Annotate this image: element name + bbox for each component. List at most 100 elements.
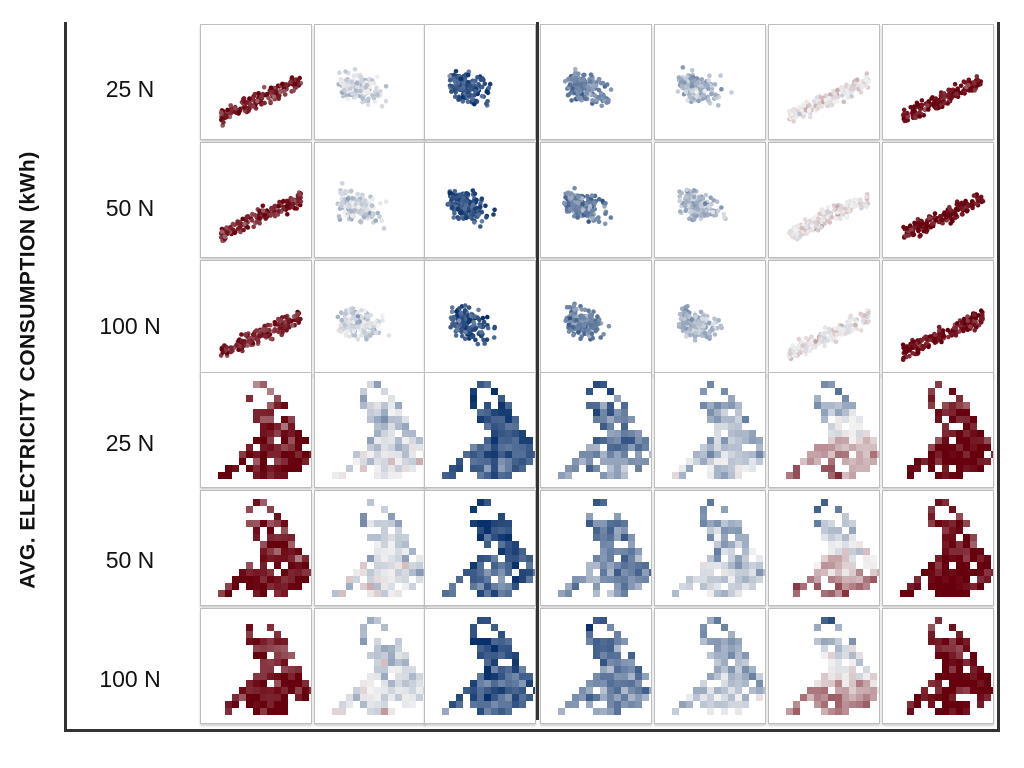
- scatter-point: [454, 309, 459, 314]
- map-cell: [491, 701, 498, 708]
- map-cell: [449, 701, 456, 708]
- scatter-point: [687, 94, 693, 99]
- map-cell: [477, 638, 484, 645]
- map-cell: [309, 569, 311, 576]
- map-cell: [267, 583, 274, 590]
- map-cell: [295, 694, 302, 701]
- map-cell: [849, 527, 856, 534]
- scatter-point: [603, 211, 608, 216]
- map-cell: [949, 520, 956, 527]
- map-cell: [477, 527, 484, 534]
- map-cell: [984, 555, 991, 562]
- map-cell: [728, 569, 735, 576]
- map-cell: [442, 590, 449, 597]
- map-cell: [977, 451, 984, 458]
- map-cell: [714, 562, 721, 569]
- map-cell: [828, 472, 835, 479]
- scatter-point: [945, 93, 951, 98]
- map-cell: [942, 562, 949, 569]
- scatter-point: [710, 321, 716, 327]
- map-cell: [409, 465, 416, 472]
- map-cell: [533, 569, 535, 576]
- scatter-point: [818, 225, 824, 230]
- map-cell: [498, 465, 505, 472]
- scatter-point: [841, 327, 846, 332]
- scatter-point: [220, 350, 226, 355]
- map-cell: [367, 617, 374, 624]
- map-cell: [742, 555, 749, 562]
- map-cell: [565, 590, 572, 597]
- scatter-point: [260, 326, 266, 332]
- map-cell: [498, 652, 505, 659]
- scatter-point: [698, 87, 703, 93]
- map-cell: [686, 465, 693, 472]
- map-cell: [267, 416, 274, 423]
- map-cell: [714, 437, 721, 444]
- map-cell: [586, 458, 593, 465]
- scatter-point: [351, 73, 357, 79]
- scatter-point: [268, 85, 274, 91]
- map-cell: [381, 659, 388, 666]
- map-cell: [842, 590, 849, 597]
- scatter-point: [837, 326, 843, 331]
- scatter-point: [245, 225, 251, 230]
- scatter-point: [976, 313, 982, 318]
- map-cell: [600, 541, 607, 548]
- map-cell: [260, 652, 267, 659]
- scatter-point: [447, 191, 453, 196]
- scatter-point: [713, 212, 719, 218]
- map-cell: [728, 458, 735, 465]
- panel-r5-c4: [540, 490, 652, 606]
- scatter-point: [364, 207, 370, 213]
- map-cell: [856, 423, 863, 430]
- map-cell: [614, 520, 621, 527]
- map-cell: [477, 409, 484, 416]
- map-cell: [274, 708, 281, 715]
- map-cell: [621, 416, 628, 423]
- scatter-point: [693, 314, 698, 319]
- map-cell: [491, 458, 498, 465]
- map-cell: [607, 451, 614, 458]
- map-cell: [274, 680, 281, 687]
- scatter-point: [281, 324, 287, 329]
- map-cell: [842, 583, 849, 590]
- map-cell: [477, 451, 484, 458]
- map-cell: [707, 520, 714, 527]
- map-cell: [842, 534, 849, 541]
- map-cell: [470, 562, 477, 569]
- scatter-point: [355, 192, 360, 197]
- scatter-point: [866, 311, 871, 316]
- map-cell: [863, 583, 870, 590]
- map-cell: [260, 520, 267, 527]
- map-cell: [491, 659, 498, 666]
- map-cell: [828, 437, 835, 444]
- map-cell: [863, 576, 870, 583]
- map-cell: [388, 708, 395, 715]
- map-cell: [735, 527, 742, 534]
- map-cell: [849, 402, 856, 409]
- scatter-point: [349, 79, 354, 84]
- map-cell: [614, 576, 621, 583]
- map-cell: [484, 576, 491, 583]
- scatter-point: [461, 320, 466, 325]
- map-cell: [402, 541, 409, 548]
- map-cell: [942, 520, 949, 527]
- scatter-point: [344, 329, 349, 334]
- map-cell: [477, 617, 484, 624]
- scatter-point: [689, 84, 695, 89]
- map-cell: [714, 555, 721, 562]
- map-cell: [477, 381, 484, 388]
- map-cell: [395, 680, 402, 687]
- scatter-point: [463, 329, 468, 335]
- panel-r4-c6: [768, 372, 880, 488]
- map-cell: [246, 576, 253, 583]
- scatter-point: [244, 215, 249, 220]
- map-cell: [828, 541, 835, 548]
- scatter-point: [380, 313, 385, 318]
- scatter-point: [819, 104, 824, 109]
- scatter-point: [788, 351, 793, 357]
- scatter-point: [818, 95, 824, 100]
- map-cell: [246, 631, 253, 638]
- panel-r1-c6: [768, 24, 880, 140]
- scatter-point: [276, 316, 281, 322]
